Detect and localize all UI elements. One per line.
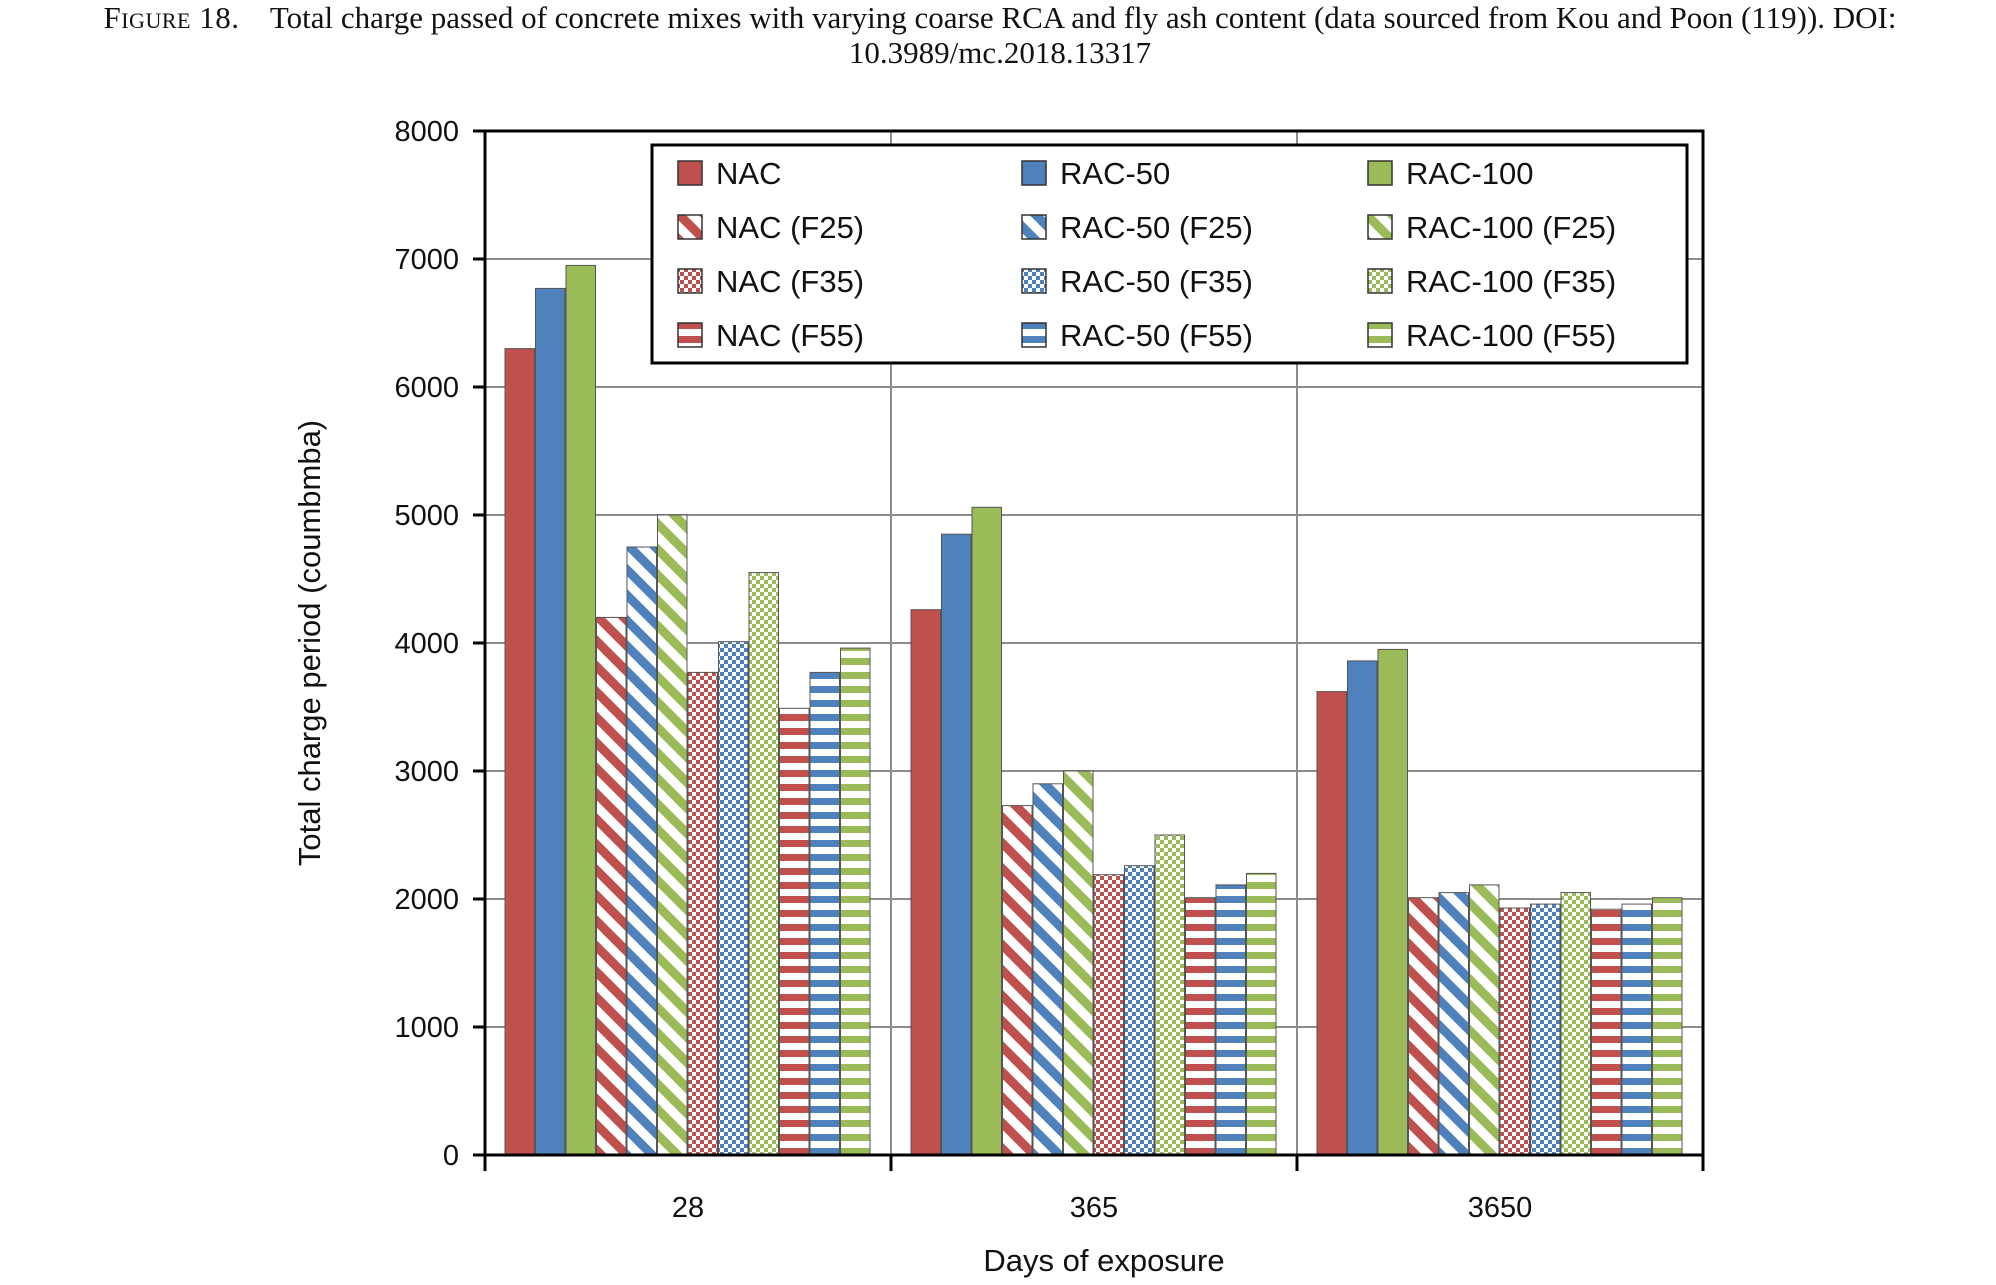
legend-label: NAC (716, 156, 781, 191)
legend-item: RAC-100 (F25) (1367, 210, 1616, 245)
legend-swatch (1367, 160, 1393, 186)
legend-swatch (1021, 214, 1047, 240)
bar-nac-f25--365 (1002, 805, 1033, 1156)
legend-swatch (1021, 160, 1047, 186)
legend-swatch (677, 268, 703, 294)
bar-rac-50-3650 (1347, 660, 1378, 1156)
bar-nac-f55--3650 (1591, 908, 1622, 1156)
legend-item: NAC (F35) (677, 264, 864, 299)
legend-label: RAC-100 (1406, 156, 1534, 191)
x-tick-label: 28 (672, 1192, 704, 1224)
bar-rac-50-f25--3650 (1438, 892, 1469, 1156)
bar-rac-100-28 (565, 264, 596, 1156)
y-tick-label: 6000 (394, 372, 459, 404)
bars (504, 264, 1683, 1156)
legend-label: NAC (F35) (716, 264, 864, 299)
figure-caption-text: Total charge passed of concrete mixes wi… (269, 0, 1897, 70)
bar-rac-50-f55--365 (1215, 884, 1246, 1156)
bar-rac-50-f55--28 (809, 671, 840, 1156)
legend-swatch (677, 160, 703, 186)
legend-label: RAC-100 (F35) (1406, 264, 1616, 299)
bar-rac-100-f35--3650 (1560, 892, 1591, 1156)
bar-rac-50-28 (535, 287, 566, 1156)
bar-nac-f35--3650 (1499, 907, 1530, 1156)
y-tick-label: 0 (443, 1140, 459, 1172)
bar-rac-100-365 (971, 506, 1002, 1156)
bar-rac-100-f55--365 (1246, 872, 1277, 1156)
legend-item: RAC-100 (F55) (1367, 318, 1616, 353)
x-axis-label: Days of exposure (983, 1243, 1224, 1278)
bar-nac-3650 (1316, 691, 1347, 1156)
bar-rac-100-3650 (1377, 648, 1408, 1156)
legend-item: NAC (F25) (677, 210, 864, 245)
legend-box (650, 143, 1689, 365)
legend-swatch (1021, 322, 1047, 348)
legend-item: RAC-100 (1367, 156, 1534, 191)
figure-label: Figure 18. (103, 0, 240, 35)
y-tick-label: 3000 (394, 756, 459, 788)
bar-rac-100-f55--3650 (1652, 897, 1683, 1156)
legend: NAC RAC-50 RAC-100 NAC (F25) RAC-50 (F25) RAC… (650, 143, 1689, 365)
x-tick-label: 365 (1070, 1192, 1118, 1224)
y-tick-label: 1000 (394, 1012, 459, 1044)
legend-swatch (1021, 268, 1047, 294)
legend-label: RAC-50 (1060, 156, 1170, 191)
figure-caption: Figure 18. Total charge passed of concre… (40, 0, 1960, 70)
legend-item: RAC-50 (1021, 156, 1170, 191)
legend-item: NAC (677, 156, 781, 191)
bar-nac-28 (504, 348, 535, 1156)
bar-rac-50-365 (941, 533, 972, 1156)
x-tick-label: 3650 (1468, 1192, 1533, 1224)
bar-nac-f35--365 (1093, 874, 1124, 1156)
legend-item: RAC-50 (F55) (1021, 318, 1253, 353)
legend-item: RAC-100 (F35) (1367, 264, 1616, 299)
legend-label: RAC-100 (F25) (1406, 210, 1616, 245)
y-tick-label: 5000 (394, 500, 459, 532)
bar-nac-f25--3650 (1408, 897, 1439, 1156)
legend-swatch (1367, 214, 1393, 240)
bar-nac-f55--28 (779, 707, 810, 1156)
legend-label: RAC-50 (F35) (1060, 264, 1253, 299)
legend-swatch (677, 214, 703, 240)
legend-label: NAC (F55) (716, 318, 864, 353)
bar-nac-365 (910, 609, 941, 1156)
legend-label: RAC-100 (F55) (1406, 318, 1616, 353)
y-tick-label: 7000 (394, 244, 459, 276)
legend-swatch (1367, 322, 1393, 348)
bar-nac-f55--365 (1185, 897, 1216, 1156)
bar-rac-50-f35--28 (718, 641, 749, 1156)
legend-item: NAC (F55) (677, 318, 864, 353)
bar-nac-f35--28 (687, 671, 718, 1156)
bar-rac-50-f55--3650 (1621, 903, 1652, 1156)
legend-label: RAC-50 (F55) (1060, 318, 1253, 353)
legend-label: RAC-50 (F25) (1060, 210, 1253, 245)
y-tick-label: 4000 (394, 628, 459, 660)
bar-rac-100-f55--28 (840, 647, 871, 1156)
legend-swatch (1367, 268, 1393, 294)
y-tick-label: 2000 (394, 884, 459, 916)
bar-rac-50-f35--365 (1124, 865, 1155, 1156)
bar-rac-100-f25--28 (657, 514, 688, 1156)
y-tick-label: 8000 (394, 116, 459, 148)
legend-item: RAC-50 (F35) (1021, 264, 1253, 299)
bar-rac-100-f25--365 (1063, 770, 1094, 1156)
bar-rac-100-f25--3650 (1469, 884, 1500, 1156)
legend-label: NAC (F25) (716, 210, 864, 245)
legend-swatch (677, 322, 703, 348)
bar-rac-50-f25--28 (626, 546, 657, 1156)
axes: 0 1000 2000 3000 4000 5000 6000 7000 8000 28 365 36… (394, 116, 1705, 1224)
legend-item: RAC-50 (F25) (1021, 210, 1253, 245)
bar-rac-50-f25--365 (1032, 783, 1063, 1156)
bar-rac-50-f35--3650 (1530, 903, 1561, 1156)
bar-nac-f25--28 (596, 616, 627, 1156)
bar-rac-100-f35--28 (748, 572, 779, 1156)
bar-rac-100-f35--365 (1154, 834, 1185, 1156)
y-axis-label: Total charge period (coumbmba) (292, 420, 327, 866)
